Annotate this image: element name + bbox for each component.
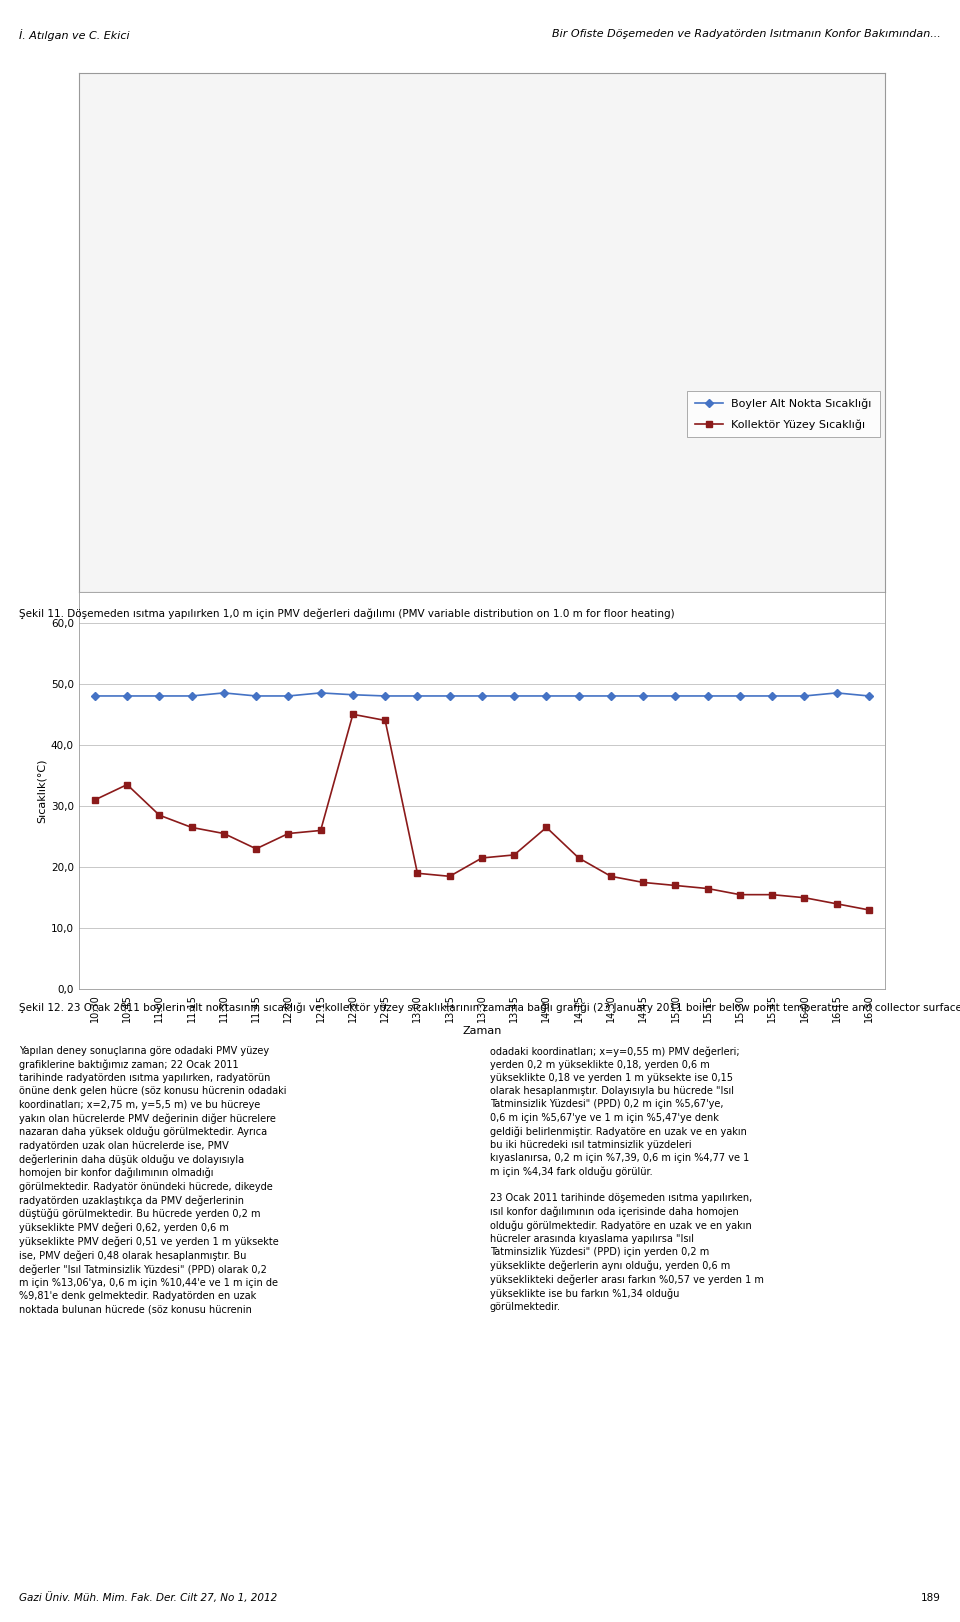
- Boyler Alt Nokta Sıcaklığı: [540, 686, 552, 706]
- Kollektör Yüzey Sıcaklığı: [444, 866, 455, 886]
- Boyler Alt Nokta Sıcaklığı: [605, 686, 616, 706]
- Boyler Alt Nokta Sıcaklığı: [218, 683, 229, 702]
- Kollektör Yüzey Sıcaklığı: [476, 848, 488, 868]
- Kollektör Yüzey Sıcaklığı: [348, 704, 359, 723]
- Kollektör Yüzey Sıcaklığı: [186, 817, 198, 837]
- Kollektör Yüzey Sıcaklığı: [379, 710, 391, 730]
- Boyler Alt Nokta Sıcaklığı: [121, 686, 132, 706]
- Text: Bir Ofiste Döşemeden ve Radyatörden Isıtmanın Konfor Bakımından...: Bir Ofiste Döşemeden ve Radyatörden Isıt…: [552, 29, 941, 39]
- Boyler Alt Nokta Sıcaklığı: [734, 686, 746, 706]
- Kollektör Yüzey Sıcaklığı: [605, 866, 616, 886]
- Legend: Boyler Alt Nokta Sıcaklığı, Kollektör Yüzey Sıcaklığı: Boyler Alt Nokta Sıcaklığı, Kollektör Yü…: [687, 391, 879, 438]
- Boyler Alt Nokta Sıcaklığı: [831, 683, 843, 702]
- Text: odadaki koordinatları; x=y=0,55 m) PMV değerleri;
yerden 0,2 m yükseklikte 0,18,: odadaki koordinatları; x=y=0,55 m) PMV d…: [490, 1046, 763, 1312]
- Boyler Alt Nokta Sıcaklığı: [379, 686, 391, 706]
- Kollektör Yüzey Sıcaklığı: [831, 894, 843, 913]
- Kollektör Yüzey Sıcaklığı: [670, 876, 682, 895]
- Boyler Alt Nokta Sıcaklığı: [573, 686, 585, 706]
- Boyler Alt Nokta Sıcaklığı: [154, 686, 165, 706]
- Boyler Alt Nokta Sıcaklığı: [863, 686, 875, 706]
- Boyler Alt Nokta Sıcaklığı: [315, 683, 326, 702]
- Boyler Alt Nokta Sıcaklığı: [251, 686, 262, 706]
- Boyler Alt Nokta Sıcaklığı: [799, 686, 810, 706]
- Kollektör Yüzey Sıcaklığı: [637, 873, 649, 892]
- Kollektör Yüzey Sıcaklığı: [412, 863, 423, 882]
- Text: Şekil 11. Döşemeden ısıtma yapılırken 1,0 m için PMV değerleri dağılımı (PMV var: Şekil 11. Döşemeden ısıtma yapılırken 1,…: [19, 608, 675, 618]
- Text: Yapılan deney sonuçlarına göre odadaki PMV yüzey
grafiklerine baktığımız zaman; : Yapılan deney sonuçlarına göre odadaki P…: [19, 1046, 287, 1315]
- Line: Kollektör Yüzey Sıcaklığı: Kollektör Yüzey Sıcaklığı: [92, 712, 872, 913]
- Boyler Alt Nokta Sıcaklığı: [509, 686, 520, 706]
- Boyler Alt Nokta Sıcaklığı: [282, 686, 294, 706]
- Kollektör Yüzey Sıcaklığı: [799, 887, 810, 907]
- Boyler Alt Nokta Sıcaklığı: [348, 684, 359, 704]
- Text: Gazi Üniv. Müh. Mim. Fak. Der. Cilt 27, No 1, 2012: Gazi Üniv. Müh. Mim. Fak. Der. Cilt 27, …: [19, 1591, 277, 1603]
- Line: Boyler Alt Nokta Sıcaklığı: Boyler Alt Nokta Sıcaklığı: [92, 689, 872, 699]
- Boyler Alt Nokta Sıcaklığı: [444, 686, 455, 706]
- Kollektör Yüzey Sıcaklığı: [251, 839, 262, 858]
- Boyler Alt Nokta Sıcaklığı: [766, 686, 778, 706]
- Text: 189: 189: [921, 1593, 941, 1603]
- Kollektör Yüzey Sıcaklığı: [154, 806, 165, 826]
- Boyler Alt Nokta Sıcaklığı: [412, 686, 423, 706]
- Kollektör Yüzey Sıcaklığı: [121, 775, 132, 795]
- Kollektör Yüzey Sıcaklığı: [540, 817, 552, 837]
- Text: İ. Atılgan ve C. Ekici: İ. Atılgan ve C. Ekici: [19, 29, 130, 41]
- Kollektör Yüzey Sıcaklığı: [702, 879, 713, 899]
- Text: Şekil 12. 23 Ocak 2011 boylerin alt noktasının sıcaklığı ve kollektör yüzey sıca: Şekil 12. 23 Ocak 2011 boylerin alt nokt…: [19, 1002, 960, 1012]
- Boyler Alt Nokta Sıcaklığı: [670, 686, 682, 706]
- Y-axis label: Sıcaklık(°C): Sıcaklık(°C): [36, 759, 47, 822]
- Kollektör Yüzey Sıcaklığı: [573, 848, 585, 868]
- Kollektör Yüzey Sıcaklığı: [282, 824, 294, 843]
- Kollektör Yüzey Sıcaklığı: [863, 900, 875, 920]
- Kollektör Yüzey Sıcaklığı: [766, 886, 778, 905]
- Boyler Alt Nokta Sıcaklığı: [702, 686, 713, 706]
- Kollektör Yüzey Sıcaklığı: [89, 790, 101, 809]
- Kollektör Yüzey Sıcaklığı: [315, 821, 326, 840]
- X-axis label: Zaman: Zaman: [462, 1027, 502, 1036]
- Kollektör Yüzey Sıcaklığı: [734, 886, 746, 905]
- Kollektör Yüzey Sıcaklığı: [218, 824, 229, 843]
- Kollektör Yüzey Sıcaklığı: [509, 845, 520, 865]
- Boyler Alt Nokta Sıcaklığı: [186, 686, 198, 706]
- Boyler Alt Nokta Sıcaklığı: [637, 686, 649, 706]
- Boyler Alt Nokta Sıcaklığı: [89, 686, 101, 706]
- Boyler Alt Nokta Sıcaklığı: [476, 686, 488, 706]
